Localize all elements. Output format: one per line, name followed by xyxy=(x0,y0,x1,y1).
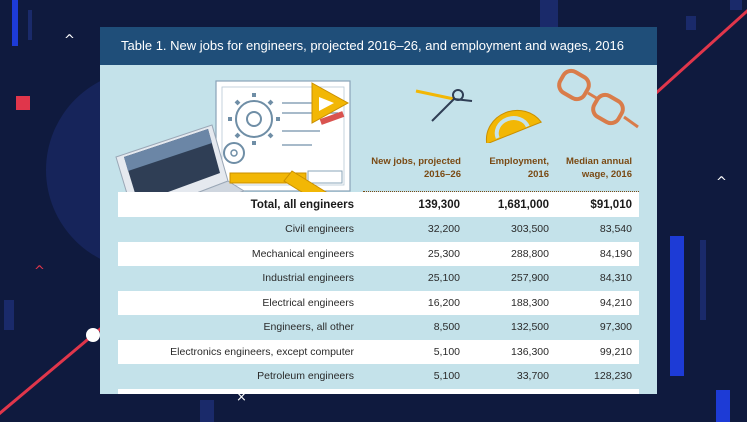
background-bar xyxy=(730,0,742,10)
background-bar xyxy=(12,0,18,46)
background-bar xyxy=(700,240,706,320)
triangle-ruler-icon xyxy=(311,82,350,125)
cell-new-jobs: 8,500 xyxy=(433,321,460,334)
cell-employment: 257,900 xyxy=(511,272,549,285)
column-header-line: 2016–26 xyxy=(424,169,461,180)
table-row: Civil engineers 32,200 303,500 83,540 xyxy=(118,217,639,242)
row-label: Total, all engineers xyxy=(250,198,354,211)
cell-employment: 303,500 xyxy=(511,223,549,236)
chevron-up-icon: ^ xyxy=(64,33,75,48)
table-row: Electrical engineers 16,200 188,300 94,2… xyxy=(118,290,639,315)
header-divider xyxy=(363,191,639,192)
background-bar xyxy=(670,236,684,376)
cell-employment: 33,700 xyxy=(516,370,549,383)
cell-wage: 99,210 xyxy=(599,345,632,358)
chevron-up-icon: ^ xyxy=(34,264,45,279)
row-label: Petroleum engineers xyxy=(257,370,354,383)
row-label: Electrical engineers xyxy=(262,296,354,309)
cell-wage: 84,190 xyxy=(599,247,632,260)
background-bar xyxy=(28,10,32,40)
background-bar xyxy=(540,0,558,27)
cell-wage: 97,300 xyxy=(599,321,632,334)
row-label: Electronics engineers, except computer xyxy=(170,345,354,358)
cell-new-jobs: 25,100 xyxy=(427,272,460,285)
cell-employment: 132,500 xyxy=(511,321,549,334)
background-bar xyxy=(200,400,214,422)
background-bar xyxy=(686,16,696,30)
cell-wage: $91,010 xyxy=(590,198,632,211)
cell-new-jobs: 16,200 xyxy=(427,296,460,309)
cell-employment: 1,681,000 xyxy=(497,198,549,211)
compass-icon xyxy=(415,89,473,122)
column-header-line: 2016 xyxy=(527,169,549,180)
background-bar xyxy=(716,390,730,422)
column-header-line: New jobs, projected xyxy=(371,156,461,167)
eyeglasses-icon xyxy=(557,68,639,129)
row-label: Civil engineers xyxy=(285,223,354,236)
row-label: Industrial engineers xyxy=(262,272,354,285)
cell-new-jobs: 25,300 xyxy=(427,247,460,260)
background-bar xyxy=(4,300,14,330)
background-white-dot xyxy=(86,328,100,342)
cell-employment: 136,300 xyxy=(511,345,549,358)
column-header-median-wage: Median annual wage, 2016 xyxy=(556,155,632,181)
table-row: Electronics engineers, except computer 5… xyxy=(118,339,639,364)
column-header-new-jobs: New jobs, projected 2016–26 xyxy=(363,155,461,181)
close-icon: × xyxy=(236,390,247,405)
table-row: Mechanical engineers 25,300 288,800 84,1… xyxy=(118,241,639,266)
row-label: Engineers, all other xyxy=(263,321,354,334)
cell-wage: 94,210 xyxy=(599,296,632,309)
table-row-cutoff xyxy=(118,388,639,394)
cell-wage: 84,310 xyxy=(599,272,632,285)
table-row: Engineers, all other 8,500 132,500 97,30… xyxy=(118,315,639,340)
cell-wage: 128,230 xyxy=(594,370,632,383)
column-header-line: Median annual xyxy=(566,156,632,167)
cell-employment: 188,300 xyxy=(511,296,549,309)
cell-new-jobs: 32,200 xyxy=(427,223,460,236)
protractor-icon xyxy=(485,109,542,143)
column-header-line: Employment, xyxy=(489,156,549,167)
background-red-square xyxy=(16,96,30,110)
cell-wage: 83,540 xyxy=(599,223,632,236)
gear-icon xyxy=(223,93,280,164)
cell-employment: 288,800 xyxy=(511,247,549,260)
table-row: Industrial engineers 25,100 257,900 84,3… xyxy=(118,266,639,291)
cell-new-jobs: 5,100 xyxy=(433,345,460,358)
table-title: Table 1. New jobs for engineers, project… xyxy=(100,27,657,65)
table-row-total: Total, all engineers 139,300 1,681,000 $… xyxy=(118,192,639,217)
column-header-line: wage, 2016 xyxy=(581,169,632,180)
table-card: Table 1. New jobs for engineers, project… xyxy=(100,27,657,394)
cell-new-jobs: 5,100 xyxy=(433,370,460,383)
table-row: Petroleum engineers 5,100 33,700 128,230 xyxy=(118,364,639,389)
column-header-employment: Employment, 2016 xyxy=(474,155,549,181)
jobs-table: Total, all engineers 139,300 1,681,000 $… xyxy=(118,192,639,394)
row-label: Mechanical engineers xyxy=(251,247,354,260)
cell-new-jobs: 139,300 xyxy=(418,198,460,211)
chevron-up-icon: ^ xyxy=(716,175,727,190)
